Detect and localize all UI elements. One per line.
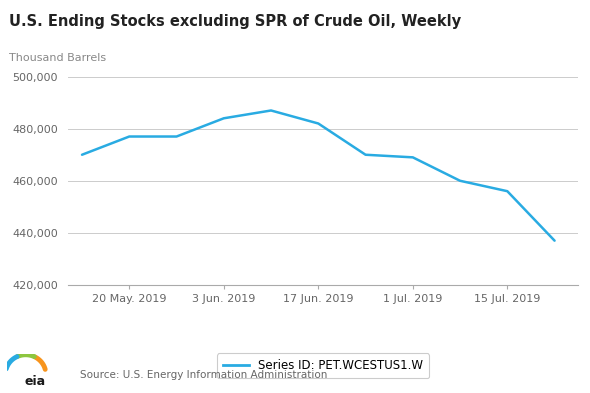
Legend: Series ID: PET.WCESTUS1.W: Series ID: PET.WCESTUS1.W: [217, 353, 429, 378]
Text: eia: eia: [24, 375, 45, 388]
Text: Source: U.S. Energy Information Administration: Source: U.S. Energy Information Administ…: [80, 370, 327, 380]
Text: U.S. Ending Stocks excluding SPR of Crude Oil, Weekly: U.S. Ending Stocks excluding SPR of Crud…: [9, 14, 461, 29]
Text: Thousand Barrels: Thousand Barrels: [9, 53, 106, 63]
